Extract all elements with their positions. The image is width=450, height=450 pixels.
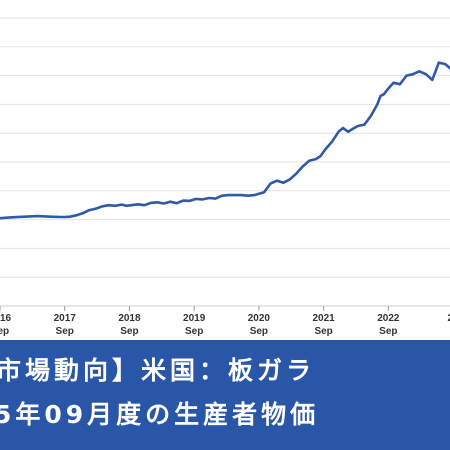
x-tick-label-month: Sep bbox=[185, 326, 203, 337]
banner-title-line-1: 市場動向】米国：板ガラ bbox=[0, 356, 316, 385]
article-banner: 市場動向】米国：板ガラ 5年09月度の生産者物価 bbox=[0, 340, 450, 450]
x-tick-label-year: 2021 bbox=[312, 313, 335, 324]
x-tick-label-year: 2020 bbox=[248, 313, 271, 324]
x-tick-label-year: 2019 bbox=[183, 313, 206, 324]
x-tick-label-month: Sep bbox=[250, 326, 268, 337]
x-tick-label-month: Sep bbox=[120, 326, 138, 337]
banner-title-line-2: 5年09月度の生産者物価 bbox=[0, 400, 320, 429]
x-tick-label-month: Sep bbox=[0, 326, 9, 337]
x-tick-label-month: Sep bbox=[56, 326, 74, 337]
x-tick-label-year: 2017 bbox=[54, 313, 77, 324]
x-tick-label-year: 2022 bbox=[377, 313, 400, 324]
series-line bbox=[0, 61, 450, 220]
chart-svg: 2016 Sep 2017 Sep 2018 Sep 2019 Sep 2020 Sep 2021 S… bbox=[0, 17, 450, 337]
x-tick-label-year: 2018 bbox=[118, 313, 141, 324]
x-tick-label-month: Sep bbox=[379, 326, 397, 337]
x-tick-label-year: 2016 bbox=[0, 313, 12, 324]
line-chart: 2016 Sep 2017 Sep 2018 Sep 2019 Sep 2020 Sep 2021 S… bbox=[0, 17, 450, 337]
x-tick-label-month: Sep bbox=[314, 326, 332, 337]
x-tick-label-year: 20 bbox=[447, 313, 450, 324]
